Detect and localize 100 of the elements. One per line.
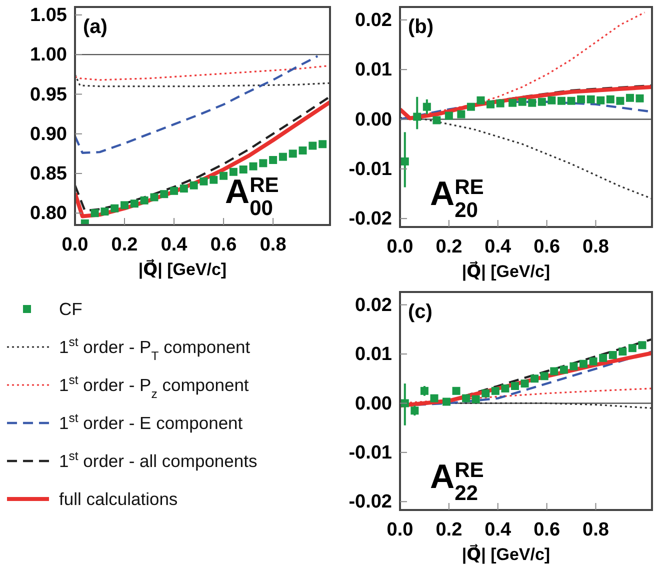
- point: [160, 190, 168, 198]
- point: [239, 166, 248, 174]
- line-series: [75, 55, 319, 154]
- point: [318, 140, 327, 148]
- point: [420, 386, 428, 395]
- annotation: (a): [83, 16, 108, 38]
- y-tick-label: 0.80: [30, 203, 67, 224]
- point: [259, 159, 268, 168]
- x-tick-label: 0.2: [436, 236, 462, 258]
- legend-label: 1$^{st}$ order - E component: [59, 411, 243, 433]
- point: [432, 116, 441, 124]
- line-series: [75, 74, 330, 88]
- x-axis-title: |Q⃗| [GeV/c]: [138, 258, 227, 279]
- point: [462, 394, 470, 402]
- point: [518, 98, 526, 106]
- point: [586, 95, 595, 104]
- point: [560, 366, 568, 374]
- x-tick-label: 0.6: [534, 236, 560, 258]
- y-tick-label: -0.01: [348, 442, 392, 464]
- x-tick-label: 0.4: [160, 234, 188, 256]
- y-tick-label: 0.02: [355, 10, 392, 31]
- x-tick-label: 0.0: [386, 236, 414, 258]
- point: [616, 96, 624, 105]
- x-tick-label: 0.0: [62, 234, 88, 256]
- point: [618, 348, 627, 356]
- point: [400, 157, 409, 166]
- point: [548, 96, 556, 104]
- point: [452, 386, 460, 395]
- point: [540, 372, 548, 380]
- point: [577, 95, 586, 104]
- point: [550, 367, 558, 376]
- point: [486, 100, 495, 108]
- point: [410, 406, 419, 415]
- point: [472, 395, 480, 404]
- y-tick-label: -0.02: [348, 208, 392, 230]
- y-tick-label: 0.90: [30, 124, 67, 145]
- point: [508, 98, 517, 107]
- x-tick-label: 0.4: [484, 236, 512, 258]
- point: [628, 344, 636, 352]
- point: [557, 96, 566, 105]
- point: [90, 209, 99, 218]
- x-tick-label: 0.8: [260, 234, 286, 256]
- x-tick-label: 0.2: [436, 519, 462, 540]
- point: [430, 394, 438, 402]
- point: [496, 99, 504, 108]
- legend-label: 1$^{st}$ order - P$_{z}$ component: [59, 373, 249, 401]
- point: [110, 204, 119, 212]
- y-tick-label: 0.00: [355, 393, 392, 414]
- point: [413, 112, 422, 121]
- point: [278, 152, 287, 161]
- point: [100, 208, 109, 216]
- point: [636, 94, 644, 102]
- x-tick-label: 0.8: [582, 519, 609, 540]
- point: [444, 112, 453, 120]
- point: [170, 186, 178, 195]
- point: [180, 184, 188, 193]
- y-tick-label: 1.00: [30, 44, 67, 66]
- point: [150, 193, 158, 202]
- y-tick-label: 0.02: [355, 294, 392, 316]
- point: [422, 102, 431, 111]
- point: [528, 98, 536, 107]
- point: [638, 341, 646, 350]
- point: [538, 98, 546, 106]
- x-tick-label: 0.6: [210, 234, 237, 256]
- point: [476, 96, 485, 104]
- annotation: (b): [408, 16, 434, 38]
- y-tick-label: -0.01: [348, 158, 392, 180]
- point: [288, 150, 297, 158]
- point: [466, 102, 475, 111]
- x-tick-label: 0.6: [534, 519, 560, 540]
- x-tick-label: 0.2: [111, 234, 138, 256]
- point: [220, 172, 228, 180]
- point: [269, 156, 278, 164]
- x-tick-label: 0.4: [484, 519, 512, 540]
- y-tick-label: -0.02: [348, 492, 392, 513]
- point: [567, 96, 576, 105]
- point: [491, 386, 500, 395]
- point: [229, 168, 238, 176]
- annotation: (c): [408, 301, 432, 323]
- legend-label: 1$^{st}$ order - all components: [59, 449, 258, 471]
- y-tick-label: 0.01: [355, 344, 392, 366]
- point: [298, 146, 307, 154]
- point: [501, 384, 510, 392]
- y-tick-label: 0.85: [30, 164, 68, 185]
- point: [190, 181, 198, 190]
- point: [510, 382, 519, 390]
- point: [520, 380, 529, 388]
- point: [596, 96, 605, 104]
- point: [200, 177, 208, 186]
- x-tick-label: 0.8: [582, 236, 609, 258]
- point: [210, 176, 218, 184]
- legend-label: full calculations: [59, 489, 178, 509]
- point: [400, 399, 409, 408]
- x-axis-title: |Q⃗| [GeV/c]: [462, 544, 550, 564]
- legend-label: 1$^{st}$ order - P$_{T}$ component: [59, 335, 250, 363]
- y-tick-label: 0.00: [355, 109, 392, 130]
- y-tick-label: 1.05: [30, 5, 68, 26]
- point: [606, 95, 614, 104]
- point: [130, 200, 138, 208]
- point: [626, 94, 634, 102]
